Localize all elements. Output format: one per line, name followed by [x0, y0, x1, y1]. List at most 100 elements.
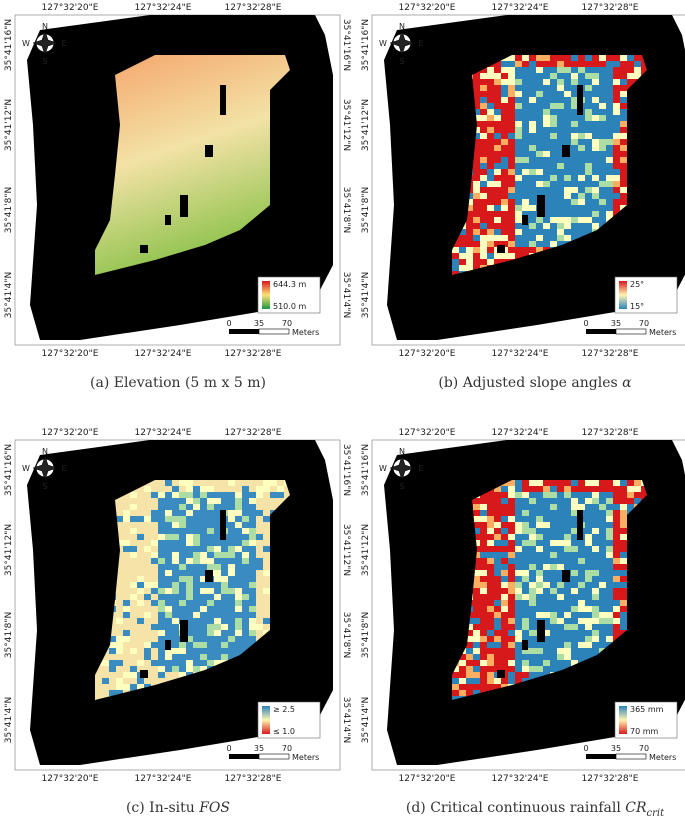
raster-cell — [186, 660, 193, 666]
scale-label: 70 — [282, 319, 292, 328]
caption-text: (c) In-situ — [126, 800, 199, 816]
raster-cell — [557, 606, 564, 612]
raster-cell — [585, 576, 592, 582]
raster-cell — [179, 498, 186, 504]
right-coord-label: 35°41'16"N — [341, 444, 351, 496]
raster-cell — [599, 193, 606, 199]
raster-cell — [634, 73, 641, 79]
raster-cell — [508, 666, 515, 672]
raster-cell — [606, 61, 613, 67]
raster-cell — [529, 157, 536, 163]
raster-cell — [620, 546, 627, 552]
raster-cell — [522, 570, 529, 576]
raster-cell — [529, 241, 536, 247]
raster-cell — [487, 522, 494, 528]
raster-cell — [536, 85, 543, 91]
raster-cell — [564, 612, 571, 618]
raster-cell — [550, 534, 557, 540]
raster-cell — [284, 486, 290, 492]
raster-cell — [564, 115, 571, 121]
raster-cell — [172, 672, 179, 678]
raster-cell — [536, 510, 543, 516]
raster-cell — [193, 588, 200, 594]
raster-cell — [172, 594, 179, 600]
raster-cell — [186, 492, 193, 498]
raster-cell — [137, 534, 144, 540]
top-coord-label: 127°32'24"E — [492, 3, 549, 13]
raster-cell — [200, 570, 207, 576]
raster-cell — [641, 61, 647, 67]
raster-cell — [620, 588, 627, 594]
raster-cell — [172, 660, 179, 666]
raster-cell — [550, 97, 557, 103]
raster-cell — [221, 558, 228, 564]
raster-cell — [501, 618, 508, 624]
raster-cell — [494, 91, 501, 97]
raster-cell — [564, 606, 571, 612]
raster-cell — [578, 582, 585, 588]
raster-cell — [529, 193, 536, 199]
raster-cell — [151, 564, 158, 570]
raster-cell — [508, 546, 515, 552]
raster-cell — [529, 672, 536, 678]
raster-cell — [543, 570, 550, 576]
raster-cell — [515, 540, 522, 546]
raster-cell — [550, 79, 557, 85]
raster-cell — [508, 115, 515, 121]
raster-cell — [228, 510, 235, 516]
raster-cell — [522, 654, 529, 660]
raster-cell — [592, 558, 599, 564]
raster-cell — [585, 570, 592, 576]
raster-cell — [613, 73, 620, 79]
raster-cell — [557, 187, 564, 193]
raster-cell — [543, 85, 550, 91]
raster-cell — [200, 630, 207, 636]
raster-cell — [508, 121, 515, 127]
raster-cell — [137, 564, 144, 570]
raster-cell — [599, 582, 606, 588]
raster-cell — [193, 624, 200, 630]
raster-cell — [214, 486, 221, 492]
raster-cell — [578, 558, 585, 564]
raster-cell — [543, 612, 550, 618]
raster-cell — [277, 480, 284, 486]
raster-cell — [200, 624, 207, 630]
map-panel: 127°32'20"E127°32'20"E127°32'24"E127°32'… — [4, 3, 351, 391]
raster-cell — [578, 504, 585, 510]
raster-cell — [473, 91, 480, 97]
raster-cell — [480, 97, 487, 103]
raster-cell — [137, 636, 144, 642]
raster-cell — [585, 594, 592, 600]
raster-cell — [585, 139, 592, 145]
raster-cell — [536, 241, 543, 247]
right-coord-label: 35°41'12"N — [341, 99, 351, 151]
raster-cell — [256, 528, 263, 534]
raster-cell — [536, 666, 543, 672]
raster-cell — [172, 498, 179, 504]
raster-cell — [571, 133, 578, 139]
raster-cell — [564, 486, 571, 492]
raster-cell — [606, 564, 613, 570]
raster-cell — [578, 612, 585, 618]
raster-cell — [515, 588, 522, 594]
raster-cell — [179, 654, 186, 660]
raster-cell — [571, 492, 578, 498]
raster-cell — [550, 486, 557, 492]
raster-cell — [585, 654, 592, 660]
raster-cell — [592, 582, 599, 588]
legend-ramp — [619, 706, 627, 734]
raster-cell — [550, 85, 557, 91]
raster-cell — [151, 486, 158, 492]
raster-cell — [235, 516, 242, 522]
raster-cell — [228, 516, 235, 522]
raster-cell — [228, 654, 235, 660]
raster-cell — [578, 564, 585, 570]
raster-cell — [543, 660, 550, 666]
raster-cell — [473, 241, 480, 247]
raster-cell — [529, 498, 536, 504]
raster-cell — [487, 666, 494, 672]
raster-cell — [571, 600, 578, 606]
raster-cell — [186, 576, 193, 582]
raster-cell — [585, 67, 592, 73]
raster-cell — [529, 546, 536, 552]
